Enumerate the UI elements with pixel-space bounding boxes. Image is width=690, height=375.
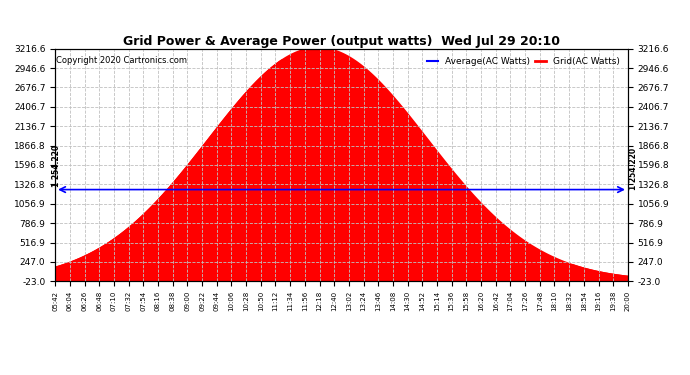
Legend: Average(AC Watts), Grid(AC Watts): Average(AC Watts), Grid(AC Watts) [424,53,623,69]
Text: 1 254.220: 1 254.220 [629,147,638,190]
Text: 1 254.220: 1 254.220 [52,145,61,188]
Text: Copyright 2020 Cartronics.com: Copyright 2020 Cartronics.com [56,56,187,65]
Title: Grid Power & Average Power (output watts)  Wed Jul 29 20:10: Grid Power & Average Power (output watts… [123,34,560,48]
